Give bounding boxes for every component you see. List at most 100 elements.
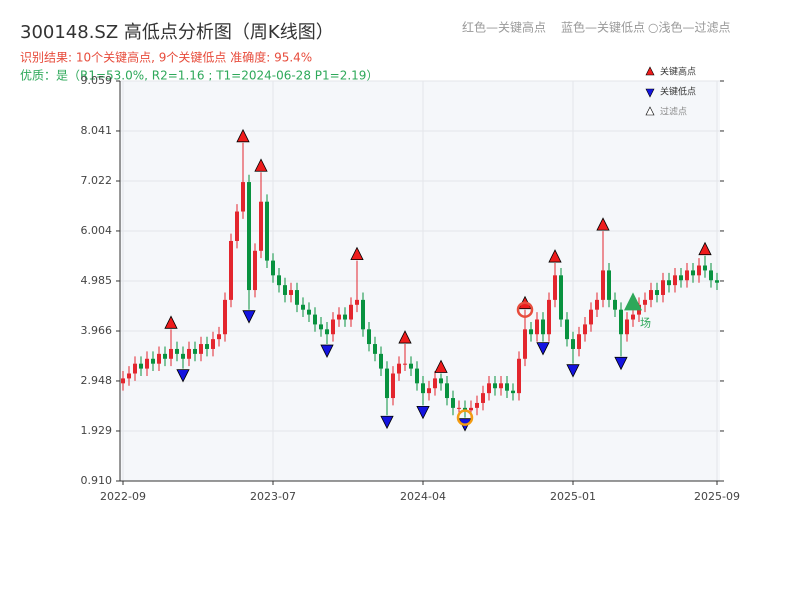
candle-body [361,299,365,330]
candle-body [661,280,665,295]
key-low-marker [176,369,190,383]
candle-body [679,275,683,281]
key-low-marker [416,406,430,420]
candle-body [469,407,473,411]
candle-body [163,353,167,359]
candle-body [409,363,413,369]
y-tick-label: 7.022 [81,174,113,187]
candle-body [541,319,545,335]
key-high-marker [254,158,268,172]
candle-body [715,280,719,283]
candle-body [265,201,269,261]
candle-body [691,270,695,276]
x-tick-label: 2025-09 [694,490,740,503]
candle-body [601,270,605,300]
candle-body [667,280,671,286]
candle-body [247,182,251,291]
candle-body [493,383,497,389]
candle-body [709,270,713,281]
candle-body [685,270,689,281]
key-low-marker [320,344,334,358]
candle-body [451,398,455,408]
candle-body [313,314,317,325]
candle-body [565,319,569,340]
key-high-marker [164,315,178,329]
candle-body [331,319,335,335]
candle-body [343,314,347,320]
candle-body [355,299,359,305]
key-low-marker [566,364,580,378]
y-tick-label: 9.059 [81,74,113,87]
candle-body [157,353,161,364]
candle-body [553,275,557,300]
legend-symbol [645,66,655,76]
candle-body [121,378,125,384]
candle-body [367,329,371,345]
legend-symbol [645,106,655,116]
candle-body [145,358,149,369]
key-low-marker [380,415,394,430]
candle-body [697,265,701,276]
candle-body [193,348,197,354]
candle-body [415,368,419,384]
candle-body [277,275,281,286]
x-tick-label: 2024-04 [400,490,446,503]
candle-body [655,290,659,295]
candle-body [649,290,653,300]
candle-body [325,329,329,335]
subtitle: 识别结果: 10个关键高点, 9个关键低点 准确度: 95.4% [20,50,312,65]
key-high-marker [698,241,712,256]
y-tick-label: 6.004 [81,224,113,237]
candle-body [481,393,485,403]
candle-body [253,250,257,291]
legend-label: 关键低点 [660,86,696,98]
candle-body [475,402,479,408]
header-note: 红色—关键高点 [462,20,546,35]
candle-body [289,290,293,295]
x-tick-label: 2023-07 [250,490,296,503]
candle-body [385,368,389,399]
candle-body [421,383,425,394]
key-low-marker [614,356,628,371]
candle-body [133,363,137,374]
candle-body [613,299,617,310]
candle-body [463,407,467,411]
candle-body [595,299,599,310]
header-note: ○浅色—过滤点 [648,21,730,35]
key-high-marker [236,128,250,143]
candle-body [211,339,215,349]
candle-body [703,265,707,271]
key-high-marker [548,249,562,263]
candle-body [217,334,221,340]
candle-body [229,240,233,300]
annotation-text: 场 [640,315,651,329]
candle-body [403,363,407,365]
y-tick-label: 2.948 [81,374,113,387]
candle-body [517,358,521,394]
candle-body [373,344,377,354]
candle-body [397,363,401,374]
y-tick-label: 0.910 [81,474,113,487]
annotation-triangle [624,292,642,311]
candle-body [523,329,527,359]
candle-body [505,383,509,391]
candle-body [307,309,311,315]
y-tick-label: 8.041 [81,124,113,137]
key-low-marker [536,342,550,356]
candle-body [535,319,539,335]
candle-body [547,299,551,335]
candle-body [187,348,191,359]
candle-body [181,353,185,359]
candle-body [169,348,173,359]
candle-body [283,285,287,295]
candle-body [673,275,677,286]
candle-body [271,260,275,276]
candle-body [379,353,383,369]
x-tick-label: 2022-09 [100,490,146,503]
candle-body [487,383,491,394]
candle-body [577,334,581,349]
candle-body [199,344,203,354]
candle-body [607,270,611,300]
candle-body [457,407,461,409]
candle-body [625,319,629,335]
